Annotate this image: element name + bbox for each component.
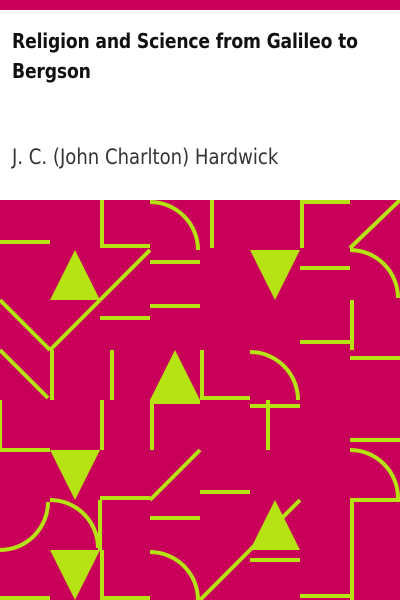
book-title: Religion and Science from Galileo to Ber… bbox=[12, 29, 358, 83]
cover-pattern-art bbox=[0, 200, 400, 600]
cover-top-bar bbox=[0, 0, 400, 10]
book-author: J. C. (John Charlton) Hardwick bbox=[12, 145, 279, 169]
